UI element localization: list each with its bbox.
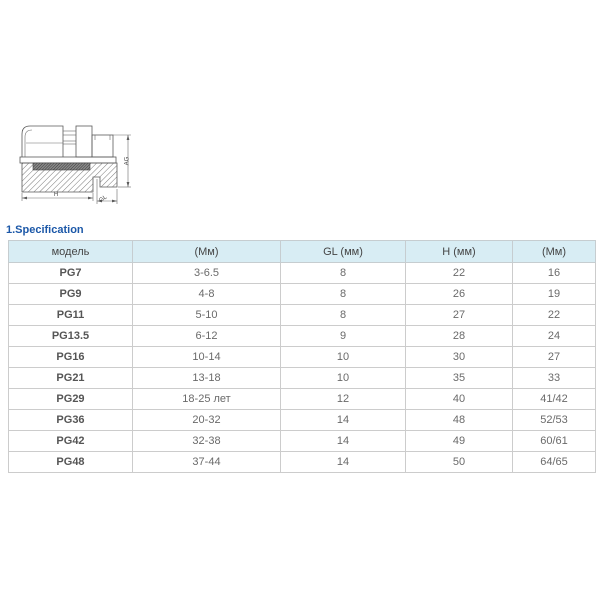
value-cell: 18-25 лет [132,388,281,410]
flange [19,156,117,164]
table-row: PG11 5-10 8 27 22 [8,304,596,326]
model-cell: PG42 [8,430,133,452]
value-cell: 28 [405,325,513,347]
hex-nut-body [75,125,93,158]
table-row: PG13.5 6-12 9 28 24 [8,325,596,347]
cable-gland-diagram: H GL AG [10,108,145,220]
table-row: PG21 13-18 10 35 33 [8,367,596,389]
model-cell: PG7 [8,262,133,284]
value-cell: 10 [280,346,406,368]
value-cell: 10 [280,367,406,389]
value-cell: 35 [405,367,513,389]
section-title: 1.Specification [6,224,84,236]
value-cell: 10-14 [132,346,281,368]
column-header: H (мм) [405,240,513,263]
value-cell: 8 [280,283,406,305]
table-row: PG16 10-14 10 30 27 [8,346,596,368]
table-row: PG36 20-32 14 48 52/53 [8,409,596,431]
model-cell: PG36 [8,409,133,431]
value-cell: 14 [280,430,406,452]
value-cell: 41/42 [512,388,596,410]
model-cell: PG16 [8,346,133,368]
value-cell: 50 [405,451,513,473]
value-cell: 22 [512,304,596,326]
column-header: (Мм) [132,240,281,263]
value-cell: 26 [405,283,513,305]
model-cell: PG29 [8,388,133,410]
value-cell: 13-18 [132,367,281,389]
column-header: GL (мм) [280,240,406,263]
model-cell: PG21 [8,367,133,389]
neck-lines [63,130,76,145]
value-cell: 40 [405,388,513,410]
model-cell: PG48 [8,451,133,473]
value-cell: 3-6.5 [132,262,281,284]
spec-table-body: PG7 3-6.5 8 22 16 PG9 4-8 8 26 19 PG11 5-10 8 27 22 PG1… [8,262,596,473]
value-cell: 8 [280,262,406,284]
cap-inner-line [24,129,33,157]
value-cell: 20-32 [132,409,281,431]
table-header-row: модель (Мм) GL (мм) H (мм) (Мм) [8,240,596,263]
value-cell: 6-12 [132,325,281,347]
value-cell: 4-8 [132,283,281,305]
value-cell: 9 [280,325,406,347]
value-cell: 64/65 [512,451,596,473]
table-row: PG48 37-44 14 50 64/65 [8,451,596,473]
value-cell: 27 [405,304,513,326]
value-cell: 49 [405,430,513,452]
spec-table: модель (Мм) GL (мм) H (мм) (Мм) PG7 3-6.5 8 22 1… [8,240,596,473]
dimension-ag: AG [113,134,131,188]
value-cell: 48 [405,409,513,431]
value-cell: 37-44 [132,451,281,473]
dimension-h: H [21,192,94,201]
value-cell: 27 [512,346,596,368]
table-row: PG42 32-38 14 49 60/61 [8,430,596,452]
value-cell: 8 [280,304,406,326]
value-cell: 24 [512,325,596,347]
value-cell: 16 [512,262,596,284]
model-cell: PG9 [8,283,133,305]
value-cell: 33 [512,367,596,389]
column-header: (Мм) [512,240,596,263]
value-cell: 22 [405,262,513,284]
dim-label-h: H [54,192,58,198]
cable-gland-drawing: H GL AG [19,125,131,204]
value-cell: 12 [280,388,406,410]
dim-label-ag: AG [125,156,131,165]
spec-table-container: модель (Мм) GL (мм) H (мм) (Мм) PG7 3-6.5 8 22 1… [8,240,596,473]
model-cell: PG13.5 [8,325,133,347]
table-row: PG29 18-25 лет 12 40 41/42 [8,388,596,410]
value-cell: 60/61 [512,430,596,452]
value-cell: 30 [405,346,513,368]
value-cell: 14 [280,409,406,431]
column-header: модель [8,240,133,263]
dim-label-gl: GL [98,194,109,204]
value-cell: 19 [512,283,596,305]
value-cell: 32-38 [132,430,281,452]
dimension-gl: GL [96,179,118,204]
table-row: PG9 4-8 8 26 19 [8,283,596,305]
model-cell: PG11 [8,304,133,326]
value-cell: 52/53 [512,409,596,431]
cap-outline [21,125,64,157]
value-cell: 14 [280,451,406,473]
value-cell: 5-10 [132,304,281,326]
table-row: PG7 3-6.5 8 22 16 [8,262,596,284]
seal-insert [32,162,91,171]
